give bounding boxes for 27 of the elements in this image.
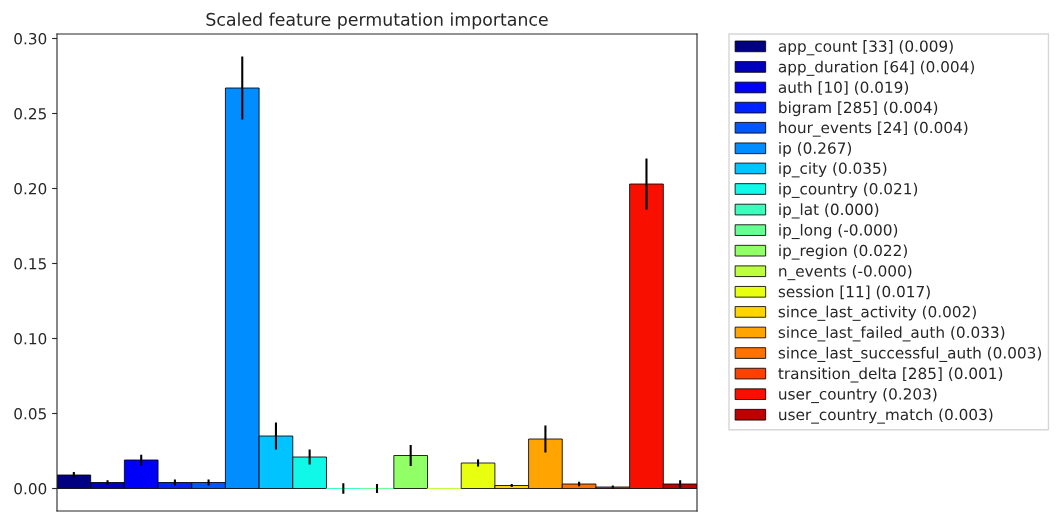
legend-label: since_last_activity (0.002) [778,305,976,321]
y-tick-label: 0.00 [14,482,47,495]
legend-label: auth [10] (0.019) [778,81,909,95]
legend-label: transition_delta [285] (0.001) [778,367,1003,383]
legend-label: bigram [285] (0.004) [779,101,938,117]
legend-label: hour_events [24] (0.004) [779,121,968,137]
legend-label: app_duration [64] (0.004) [778,60,974,76]
legend-label: ip_region (0.022) [779,244,907,260]
legend-label: app_count [33] (0.009) [778,40,953,56]
legend-label: since_last_successful_auth (0.003) [778,346,1042,362]
legend-label: ip_long (-0.000) [779,223,898,240]
y-tick-label: 0.10 [14,332,47,345]
legend-label: ip (0.267) [779,142,852,157]
legend-label: user_country (0.203) [779,387,937,404]
legend-label: session [11] (0.017) [778,285,930,300]
y-tick-label: 0.15 [14,257,46,270]
legend-label: user_country_match (0.003) [779,408,993,424]
y-tick-label: 0.05 [14,407,46,420]
legend-label: ip_lat (0.000) [779,203,879,219]
legend-label: ip_city (0.035) [779,162,887,178]
y-tick-label: 0.25 [14,107,46,120]
chart-title: Scaled feature permutation importance [206,12,548,30]
y-tick-label: 0.20 [14,182,47,195]
y-tick-label: 0.30 [14,32,47,45]
legend-label: ip_country (0.021) [779,182,918,198]
legend-label: n_events (-0.000) [779,264,912,281]
legend-label: since_last_failed_auth (0.033) [778,326,1005,342]
